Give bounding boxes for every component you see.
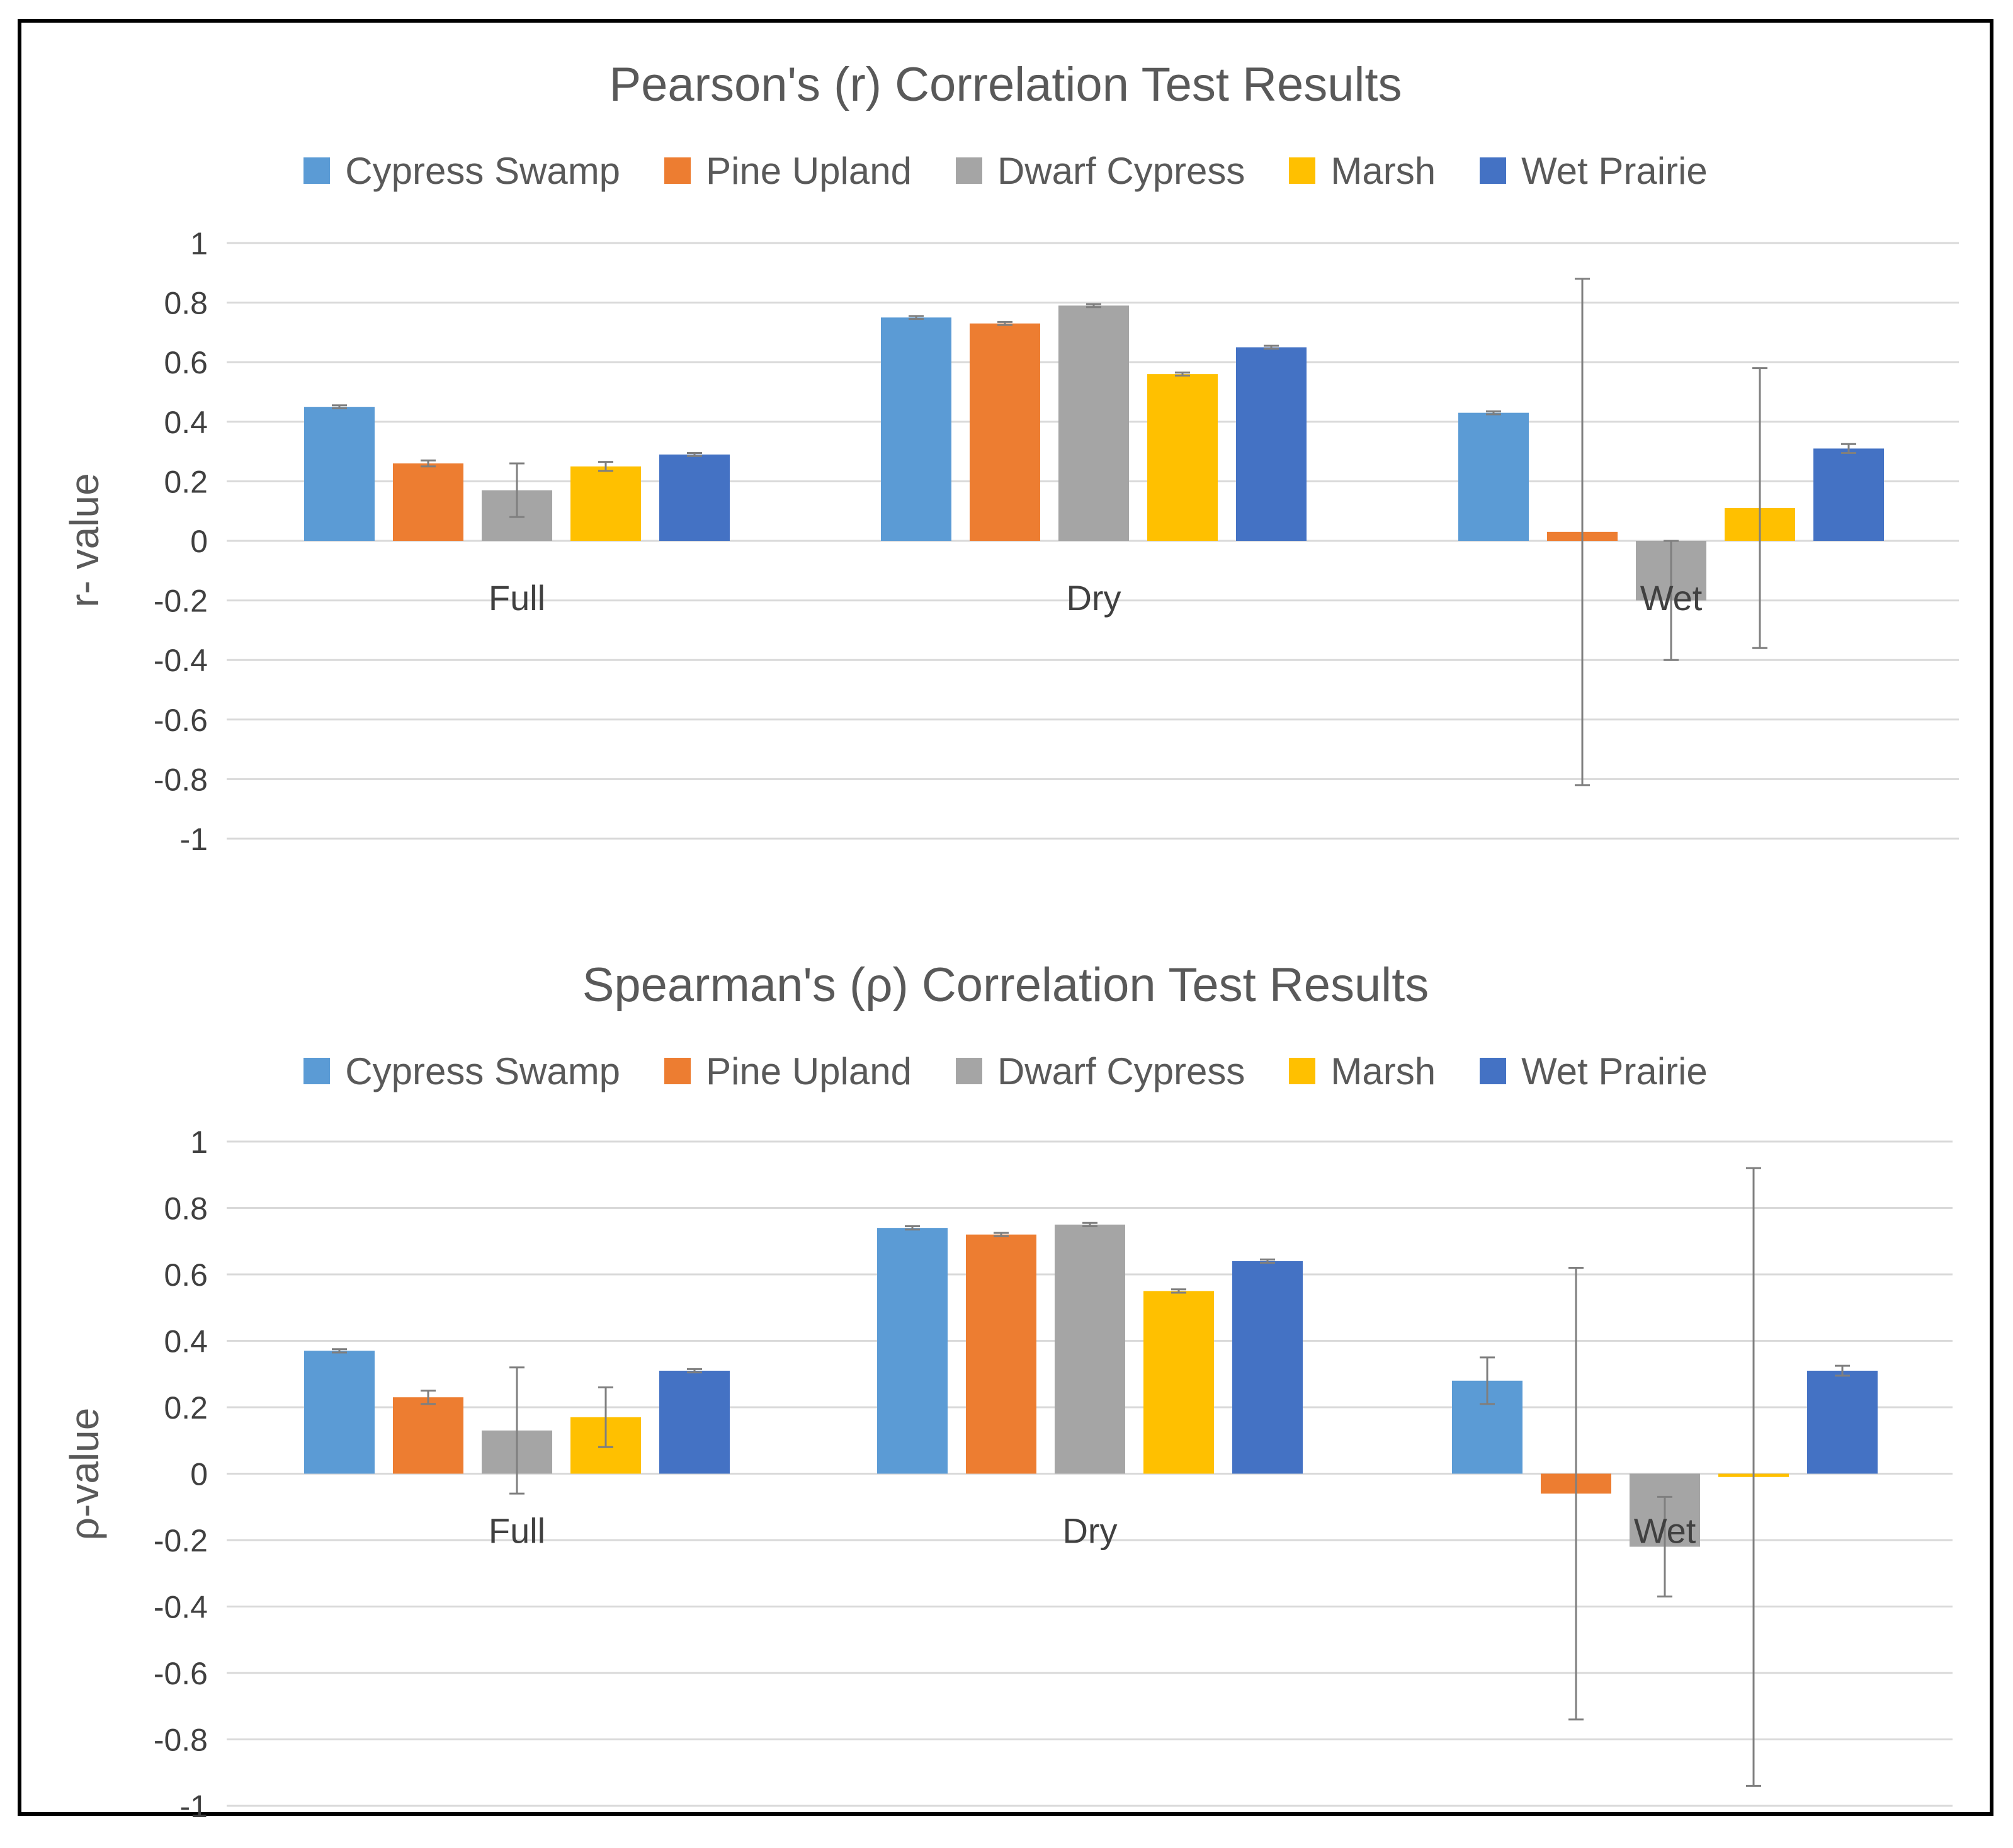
y-tick-label: 0.4 bbox=[164, 405, 208, 440]
pearson-plot-area: 1 0.8 0.6 0.4 0.2 0 -0.2 -0.4 -0.6 -0.8 -1 r- value… bbox=[62, 226, 1959, 857]
legend-label: Pine Upland bbox=[706, 149, 912, 192]
legend-item-marsh: Marsh bbox=[1289, 1050, 1436, 1093]
bar-dwarf-cypress-dry bbox=[1058, 305, 1129, 541]
category-label-wet: Wet bbox=[1640, 578, 1703, 618]
legend-item-wet-prairie: Wet Prairie bbox=[1480, 1050, 1708, 1093]
bar-wet-prairie-full bbox=[659, 1370, 730, 1474]
chart-title: Pearson's (r) Correlation Test Results bbox=[609, 58, 1402, 111]
y-tick-label: 1 bbox=[190, 1125, 208, 1160]
y-tick-label: -0.4 bbox=[154, 643, 208, 678]
bar-wet-prairie-full bbox=[659, 454, 730, 541]
y-tick-label: -0.4 bbox=[154, 1590, 208, 1625]
y-tick-label: -0.6 bbox=[154, 1656, 208, 1691]
legend-item-cypress-swamp: Cypress Swamp bbox=[303, 1050, 620, 1093]
category-label-dry: Dry bbox=[1066, 578, 1121, 618]
y-tick-label: 0.2 bbox=[164, 1390, 208, 1426]
spearman-chart-panel: Spearman's (ρ) Correlation Test Results … bbox=[21, 923, 1990, 1824]
y-tick-label: -1 bbox=[180, 1789, 208, 1824]
y-tick-label: 0 bbox=[190, 524, 208, 559]
legend-label: Marsh bbox=[1330, 149, 1436, 192]
legend-swatch bbox=[955, 157, 982, 184]
chart-title: Spearman's (ρ) Correlation Test Results bbox=[582, 958, 1429, 1012]
legend-item-cypress-swamp: Cypress Swamp bbox=[303, 149, 620, 193]
y-tick-label: 0 bbox=[190, 1457, 208, 1492]
category-label-full: Full bbox=[489, 1511, 545, 1551]
bar-marsh-dry bbox=[1143, 1291, 1214, 1474]
category-label-dry: Dry bbox=[1062, 1511, 1117, 1551]
bar-pine-upland-full bbox=[393, 1397, 463, 1474]
bar-wet-prairie-dry bbox=[1232, 1261, 1303, 1474]
legend-label: Wet Prairie bbox=[1521, 149, 1708, 192]
legend-swatch bbox=[955, 1058, 982, 1084]
pearson-chart-panel: Pearson's (r) Correlation Test Results C… bbox=[21, 23, 1990, 923]
y-tick-label: 0.8 bbox=[164, 1191, 208, 1227]
legend-item-pine-upland: Pine Upland bbox=[664, 149, 912, 193]
legend-label: Cypress Swamp bbox=[345, 1050, 621, 1092]
chart-legend: Cypress Swamp Pine Upland Dwarf Cypress … bbox=[21, 145, 1990, 196]
y-tick-label: -0.2 bbox=[154, 584, 208, 619]
category-label-wet: Wet bbox=[1634, 1511, 1696, 1551]
legend-label: Wet Prairie bbox=[1521, 1050, 1708, 1092]
y-axis-title: ρ-value bbox=[62, 1408, 107, 1541]
legend-label: Dwarf Cypress bbox=[997, 1050, 1245, 1092]
bar-marsh-full bbox=[570, 466, 641, 541]
legend-swatch bbox=[1480, 157, 1507, 184]
legend-item-wet-prairie: Wet Prairie bbox=[1480, 149, 1708, 193]
y-tick-label: 0.6 bbox=[164, 345, 208, 380]
bar-pine-upland-dry bbox=[970, 323, 1040, 541]
legend-swatch bbox=[664, 157, 691, 184]
bar-pine-upland-dry bbox=[966, 1234, 1036, 1474]
legend-label: Dwarf Cypress bbox=[997, 149, 1245, 192]
legend-swatch bbox=[303, 157, 331, 184]
y-tick-label: -0.8 bbox=[154, 1723, 208, 1758]
y-tick-label: 0.4 bbox=[164, 1324, 208, 1359]
y-tick-label: -0.6 bbox=[154, 703, 208, 738]
bar-marsh-dry bbox=[1147, 374, 1218, 541]
legend-item-dwarf-cypress: Dwarf Cypress bbox=[955, 149, 1245, 193]
legend-swatch bbox=[1289, 157, 1316, 184]
bar-cypress-swamp-dry bbox=[881, 317, 951, 541]
bar-cypress-swamp-full bbox=[304, 407, 375, 541]
legend-swatch bbox=[303, 1058, 331, 1084]
legend-swatch bbox=[1480, 1058, 1507, 1084]
y-tick-label: 0.2 bbox=[164, 464, 208, 499]
bar-wet-prairie-wet bbox=[1813, 448, 1884, 541]
spearman-plot-area: 1 0.8 0.6 0.4 0.2 0 -0.2 -0.4 -0.6 -0.8 -1 ρ-value F… bbox=[62, 1125, 1953, 1824]
y-tick-label: 0.6 bbox=[164, 1257, 208, 1293]
bar-pine-upland-full bbox=[393, 463, 463, 541]
figure-frame: Pearson's (r) Correlation Test Results C… bbox=[18, 19, 1993, 1824]
y-tick-label: 0.8 bbox=[164, 286, 208, 321]
bar-cypress-swamp-full bbox=[304, 1351, 375, 1474]
bar-wet-prairie-dry bbox=[1236, 347, 1307, 541]
y-tick-label: -1 bbox=[180, 822, 208, 857]
bar-cypress-swamp-dry bbox=[877, 1228, 948, 1474]
legend-item-dwarf-cypress: Dwarf Cypress bbox=[955, 1050, 1245, 1093]
y-tick-label: -0.2 bbox=[154, 1523, 208, 1558]
y-tick-label: -0.8 bbox=[154, 762, 208, 797]
legend-label: Pine Upland bbox=[706, 1050, 912, 1092]
bar-cypress-swamp-wet bbox=[1458, 412, 1529, 541]
legend-swatch bbox=[1289, 1058, 1316, 1084]
bar-dwarf-cypress-dry bbox=[1055, 1224, 1125, 1474]
legend-item-pine-upland: Pine Upland bbox=[664, 1050, 912, 1093]
legend-label: Cypress Swamp bbox=[345, 149, 621, 192]
chart-legend: Cypress Swamp Pine Upland Dwarf Cypress … bbox=[21, 1046, 1990, 1096]
legend-item-marsh: Marsh bbox=[1289, 149, 1436, 193]
category-label-full: Full bbox=[489, 578, 545, 618]
y-tick-label: 1 bbox=[190, 226, 208, 261]
bar-wet-prairie-wet bbox=[1807, 1370, 1878, 1474]
y-axis-title: r- value bbox=[62, 473, 107, 607]
legend-label: Marsh bbox=[1330, 1050, 1436, 1092]
legend-swatch bbox=[664, 1058, 691, 1084]
